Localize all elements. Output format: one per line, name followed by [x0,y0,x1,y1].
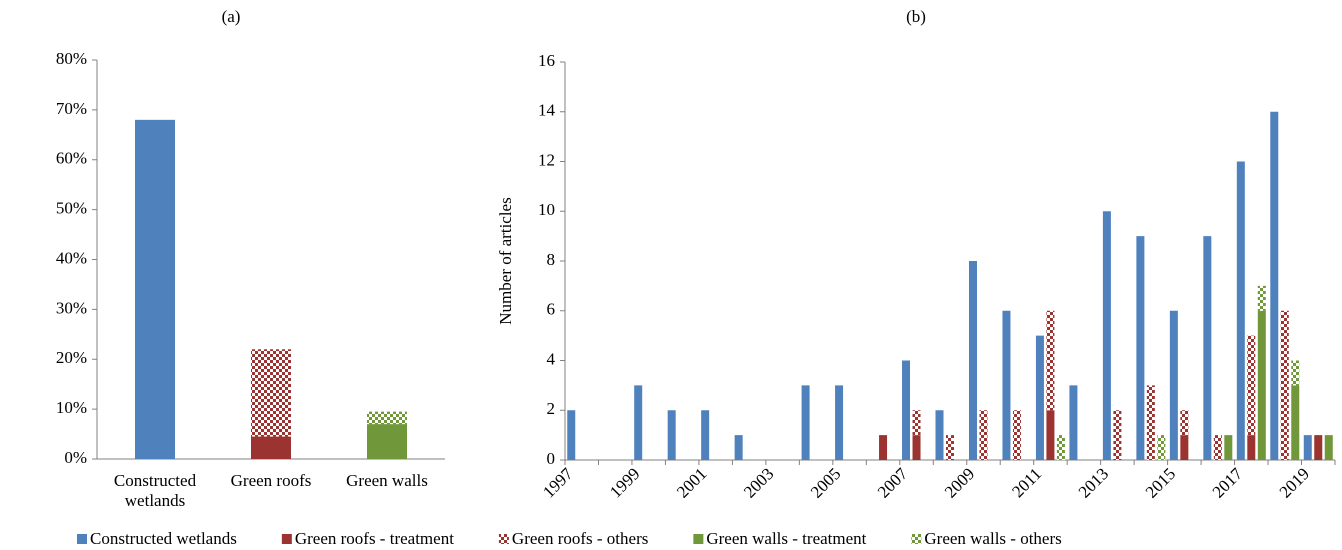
bar-segment [1113,410,1122,460]
bar-segment [1056,435,1065,460]
legend-label: Constructed wetlands [90,529,237,548]
bar-segment [251,349,291,437]
bar-segment [135,119,175,459]
bar-segment [667,410,676,460]
bar-segment [1203,236,1212,460]
bar-segment [1002,310,1011,460]
y-tick-label: 50% [56,199,87,218]
x-tick-label: Green roofs [230,471,312,490]
bar-segment [979,410,988,460]
bar-segment [1146,385,1155,460]
bar-segment [1257,310,1266,460]
x-tick-label: 2015 [1142,464,1179,501]
y-tick-label: 60% [56,149,87,168]
bar-segment [835,385,844,460]
x-tick-label: 1997 [539,464,577,502]
bar-segment [1102,211,1111,460]
y-tick-label: 0% [64,448,87,467]
y-tick-label: 10% [56,398,87,417]
bar-segment [1035,335,1044,460]
legend-swatch [911,534,922,544]
bar-segment [935,410,944,460]
bar-segment [251,436,291,459]
bar-segment [1180,435,1189,460]
bar-segment [912,435,921,460]
bar-segment [1314,435,1323,460]
bar-segment [1247,435,1256,460]
bar-segment [734,435,743,460]
legend-swatch [281,534,292,544]
bar-segment [912,410,921,436]
bar-segment [1046,310,1055,411]
bar-segment [1247,335,1256,436]
y-tick-label: 10 [538,200,555,219]
bar-segment [701,410,710,460]
bar-segment [1236,161,1245,460]
chart-title: (b) [906,7,926,26]
x-tick-label: 2009 [941,464,978,501]
chart-title: (a) [222,7,241,26]
bar-segment [902,360,911,460]
x-tick-label: 2019 [1276,464,1313,501]
bar-segment [1291,360,1300,386]
y-tick-label: 0 [547,449,556,468]
bar-segment [1324,435,1333,460]
y-tick-label: 70% [56,99,87,118]
bar-segment [1169,310,1178,460]
bar-segment [1136,236,1145,460]
bar-segment [1180,410,1189,436]
legend-swatch [77,534,87,544]
x-tick-label: 2017 [1209,464,1247,502]
x-tick-label: 2011 [1008,464,1045,501]
bar-segment [968,261,977,460]
y-tick-label: 8 [547,250,556,269]
legend-label: Green walls - others [924,529,1061,548]
y-tick-label: 80% [56,49,87,68]
legend-label: Green walls - treatment [706,529,866,548]
x-tick-label: 2007 [874,464,912,502]
bar-segment [567,410,576,460]
bar-segment [879,435,888,460]
legend-label: Green roofs - others [512,529,648,548]
bar-segment [1157,435,1166,460]
y-tick-label: 30% [56,298,87,317]
legend-label: Green roofs - treatment [295,529,454,548]
y-tick-label: 2 [547,399,556,418]
y-tick-label: 20% [56,348,87,367]
legend-swatch [693,534,704,544]
x-tick-label: 2013 [1075,464,1112,501]
bar-segment [801,385,810,460]
bar-segment [1224,435,1233,460]
bar-segment [1280,310,1289,460]
bar-segment [946,435,954,460]
bar-segment [1270,111,1279,460]
bar-segment [634,385,643,460]
bar-segment [1291,385,1300,460]
y-tick-label: 4 [547,349,556,368]
bar-segment [1303,435,1312,460]
y-tick-label: 12 [538,150,555,169]
bar-segment [1046,410,1055,460]
x-tick-label: 2003 [740,464,777,501]
x-tick-label: 2005 [807,464,844,501]
y-tick-label: 40% [56,248,87,267]
y-tick-label: 16 [538,51,555,70]
bar-segment [367,424,407,459]
x-tick-label: 2001 [673,464,710,501]
x-tick-label: Green walls [346,471,428,490]
y-axis-label: Number of articles [496,197,515,324]
y-tick-label: 14 [538,101,556,120]
bar-segment [1213,435,1222,460]
y-tick-label: 6 [547,300,556,319]
x-tick-label: Constructed wetlands [113,471,197,510]
bar-segment [367,411,407,425]
bar-segment [1257,285,1266,311]
bar-segment [1069,385,1078,460]
bar-segment [1012,410,1021,460]
x-tick-label: 1999 [606,464,643,501]
legend-swatch [498,534,509,544]
